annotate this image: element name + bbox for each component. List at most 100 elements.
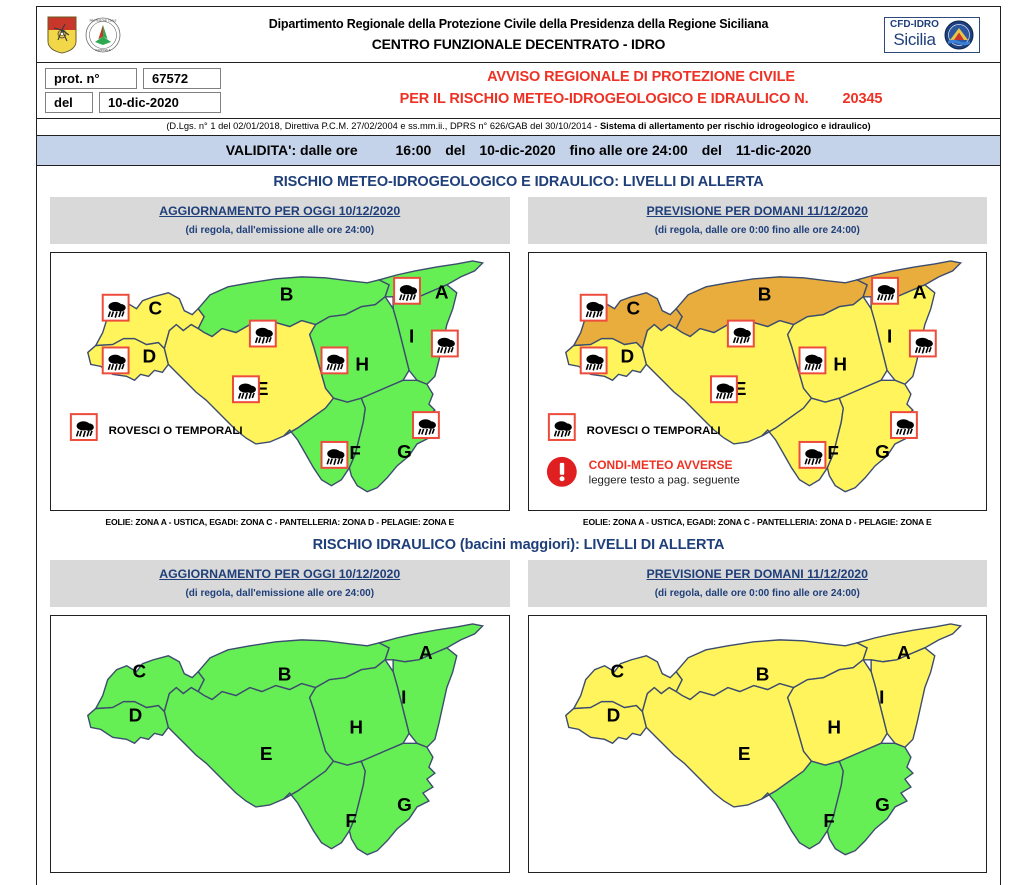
validity-label: VALIDITA': dalle ore — [225, 142, 358, 158]
storm-icon-H — [798, 346, 826, 375]
notice-title-line-2-text: PER IL RISCHIO METEO-IDROGEOLOGICO E IDR… — [399, 91, 809, 107]
zone-label-I: I — [409, 327, 414, 348]
sicily-zones-map[interactable]: C D B A I H E F G — [51, 253, 509, 510]
panel-idraulico-today: AGGIORNAMENTO PER OGGI 10/12/2020 (di re… — [50, 559, 510, 874]
map-meteo-tomorrow[interactable]: C D B A I H E F G — [527, 252, 987, 511]
notice-title-line-1: AVVISO REGIONALE DI PROTEZIONE CIVILE — [487, 69, 795, 85]
map-meteo-today[interactable]: C D B A I H E F G — [50, 252, 510, 511]
validity-until-date: 11-dic-2020 — [735, 142, 812, 158]
validity-bar: VALIDITA': dalle ore 16:00 del 10-dic-20… — [37, 136, 1000, 166]
protocol-and-notice-row: prot. n° 67572 del 10-dic-2020 AVVISO RE… — [37, 63, 1000, 119]
zone-label-F: F — [823, 810, 835, 831]
zone-label-B: B — [278, 664, 292, 685]
notice-number: 20345 — [842, 91, 883, 107]
prot-date-value[interactable]: 10-dic-2020 — [99, 92, 221, 113]
zone-label-E: E — [737, 744, 750, 765]
panel-header-meteo-tomorrow: PREVISIONE PER DOMANI 11/12/2020 (di reg… — [527, 197, 987, 244]
panel-subtitle: (di regola, dalle ore 0:00 fino alle ore… — [654, 587, 860, 599]
zone-label-A: A — [435, 283, 449, 304]
sicily-zones-map[interactable]: C D B A I H E F G — [529, 616, 987, 873]
zone-label-B: B — [755, 664, 769, 685]
zone-label-G: G — [397, 442, 412, 463]
zone-label-I: I — [879, 687, 884, 708]
legal-text-bold: Sistema di allertamento per rischio idro… — [599, 121, 871, 131]
cfd-label-bottom: Sicilia — [893, 29, 936, 49]
zone-label-B: B — [757, 285, 771, 306]
zone-label-A: A — [896, 642, 910, 663]
notice-title-line-2: PER IL RISCHIO METEO-IDROGEOLOGICO E IDR… — [282, 91, 1000, 107]
zone-label-E: E — [260, 744, 273, 765]
cfd-idro-badge: CFD-IDRO Sicilia — [864, 16, 1000, 53]
validity-del-2: del — [701, 142, 722, 158]
panel-title: AGGIORNAMENTO PER OGGI 10/12/2020 — [159, 204, 401, 218]
storm-icon-D — [579, 346, 608, 375]
zone-label-I: I — [401, 687, 406, 708]
storm-legend-swatch — [69, 413, 98, 441]
zone-label-F: F — [345, 810, 357, 831]
section-title-idraulico: RISCHIO IDRAULICO (bacini maggiori): LIV… — [312, 536, 725, 553]
zone-label-B: B — [280, 285, 294, 306]
storm-icon-E — [232, 375, 260, 404]
validity-until-label: fino alle ore 24:00 — [569, 142, 688, 158]
zone-label-F: F — [827, 443, 839, 464]
trinacria-sicilian-shield-logo — [47, 16, 77, 54]
storm-legend-label: ROVESCI O TEMPORALI — [586, 425, 720, 437]
islands-footnote: EOLIE: ZONA A - USTICA, EGADI: ZONA C - … — [105, 516, 455, 527]
warning-line-2: leggere testo a pag. seguente — [588, 475, 739, 487]
map-idraulico-today[interactable]: C D B A I H E F G — [50, 614, 510, 874]
panel-title: AGGIORNAMENTO PER OGGI 10/12/2020 — [159, 566, 401, 581]
notice-title-block: AVVISO REGIONALE DI PROTEZIONE CIVILE PE… — [282, 63, 1000, 118]
islands-footnote: EOLIE: ZONA A - USTICA, EGADI: ZONA C - … — [582, 516, 932, 527]
zone-label-G: G — [875, 795, 890, 816]
zone-label-D: D — [143, 346, 157, 367]
header-logos: PROTEZIONE CIVILE NAZIONALE — [37, 16, 173, 54]
validity-from-date: 10-dic-2020 — [479, 142, 556, 158]
zone-label-C: C — [148, 299, 162, 320]
sicily-zones-map[interactable]: C D B A I H E F G — [529, 253, 987, 510]
header-line-1: Dipartimento Regionale della Protezione … — [268, 17, 769, 31]
svg-text:PROTEZIONE CIVILE: PROTEZIONE CIVILE — [90, 18, 117, 22]
zone-label-A: A — [419, 642, 433, 663]
panel-header-idraulico-today: AGGIORNAMENTO PER OGGI 10/12/2020 (di re… — [50, 559, 510, 607]
storm-icon-H — [320, 346, 349, 375]
storm-icon-A — [870, 276, 899, 305]
storm-icon-D — [101, 346, 130, 375]
zone-label-D: D — [129, 705, 143, 726]
svg-text:NAZIONALE: NAZIONALE — [95, 48, 110, 52]
validity-from-time: 16:00 — [395, 142, 432, 158]
panel-header-meteo-today: AGGIORNAMENTO PER OGGI 10/12/2020 (di re… — [50, 197, 510, 244]
document-header: PROTEZIONE CIVILE NAZIONALE Dipartimento… — [37, 7, 1000, 63]
header-line-2: CENTRO FUNZIONALE DECENTRATO - IDRO — [371, 36, 666, 52]
prot-date-label: del — [45, 92, 93, 113]
cfd-idro-seal-icon — [944, 20, 974, 49]
sicily-zones-map[interactable]: C D B A I H E F G — [51, 616, 509, 873]
panel-title: PREVISIONE PER DOMANI 11/12/2020 — [646, 566, 868, 581]
zone-label-H: H — [349, 717, 363, 738]
zone-label-H: H — [833, 354, 847, 375]
section-1-panels: AGGIORNAMENTO PER OGGI 10/12/2020 (di re… — [37, 197, 1000, 529]
storm-icon-C — [579, 293, 608, 322]
prot-number-value[interactable]: 67572 — [143, 68, 221, 89]
storm-legend-label: ROVESCI O TEMPORALI — [109, 425, 243, 437]
zone-label-D: D — [620, 346, 634, 367]
protezione-civile-nazionale-logo: PROTEZIONE CIVILE NAZIONALE — [85, 17, 121, 52]
zone-label-D: D — [606, 705, 620, 726]
legal-reference-row: (D.Lgs. n° 1 del 02/01/2018, Direttiva P… — [37, 119, 1000, 136]
cfd-label-top: CFD-IDRO — [890, 19, 939, 31]
adverse-conditions-warning: CONDI-METEO AVVERSE leggere testo a pag.… — [546, 456, 739, 487]
storm-icon-I — [908, 329, 937, 358]
storm-icon-A — [393, 276, 421, 305]
zone-label-A: A — [912, 283, 926, 304]
zone-label-C: C — [133, 661, 147, 682]
prot-number-label: prot. n° — [45, 68, 137, 89]
panel-header-idraulico-tomorrow: PREVISIONE PER DOMANI 11/12/2020 (di reg… — [527, 559, 987, 607]
warning-line-1: CONDI-METEO AVVERSE — [588, 458, 732, 472]
panel-subtitle: (di regola, dall'emissione alle ore 24:0… — [185, 587, 375, 599]
map-idraulico-tomorrow[interactable]: C D B A I H E F G — [527, 614, 987, 874]
storm-icon-G — [889, 411, 918, 439]
zone-label-C: C — [626, 299, 640, 320]
validity-del-1: del — [445, 142, 466, 158]
storm-icon-F — [320, 440, 349, 469]
storm-icon-F — [798, 440, 826, 469]
panel-meteo-tomorrow: PREVISIONE PER DOMANI 11/12/2020 (di reg… — [527, 197, 987, 529]
